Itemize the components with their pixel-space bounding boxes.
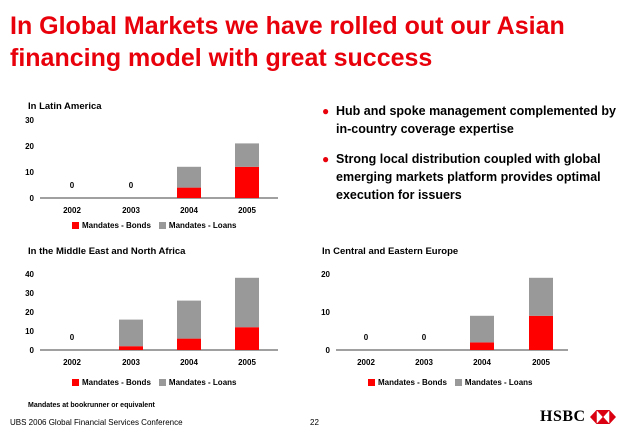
bar-loans: [119, 319, 143, 347]
bullet-text: Hub and spoke management complemented by…: [336, 104, 616, 136]
y-tick-label: 10: [25, 168, 34, 177]
y-tick-label: 20: [25, 142, 34, 151]
x-tick-label: 2003: [122, 358, 140, 367]
bar-bonds: [119, 346, 143, 350]
legend-label-loans: Mandates - Loans: [464, 378, 533, 387]
y-tick-label: 0: [326, 346, 331, 355]
y-tick-label: 0: [30, 194, 35, 203]
chart-title-latin-america: In Latin America: [28, 101, 102, 112]
data-label: 0: [129, 181, 134, 190]
x-tick-label: 2002: [357, 358, 375, 367]
x-tick-label: 2005: [238, 206, 256, 215]
x-tick-label: 2002: [63, 206, 81, 215]
bonds-swatch: [368, 379, 375, 386]
chart-title-cee: In Central and Eastern Europe: [322, 246, 459, 257]
x-tick-label: 2004: [180, 358, 198, 367]
bullet-item: ● Strong local distribution coupled with…: [322, 150, 622, 204]
logo-wordmark: HSBC: [540, 408, 586, 425]
legend-label-loans: Mandates - Loans: [168, 378, 237, 387]
bar-bonds: [235, 327, 259, 350]
bar-loans: [235, 277, 259, 328]
bar-bonds: [529, 315, 553, 350]
bar-loans: [235, 143, 259, 167]
y-tick-label: 10: [25, 327, 34, 336]
y-tick-label: 30: [25, 116, 34, 125]
hexagon-logo-icon: [589, 410, 616, 424]
data-label: 0: [422, 333, 427, 342]
x-tick-label: 2004: [473, 358, 491, 367]
y-tick-label: 30: [25, 289, 34, 298]
y-tick-label: 20: [321, 270, 330, 279]
data-label: 0: [70, 333, 75, 342]
slide-title: In Global Markets we have rolled out our…: [10, 12, 565, 72]
data-label: 0: [70, 181, 75, 190]
bar-loans: [470, 315, 494, 343]
legend-label-bonds: Mandates - Bonds: [82, 378, 151, 387]
bar-loans: [177, 300, 201, 339]
legend-label-bonds: Mandates - Bonds: [378, 378, 447, 387]
bonds-swatch: [72, 379, 79, 386]
loans-swatch: [158, 222, 166, 229]
x-tick-label: 2005: [532, 358, 550, 367]
legend-item-bonds: Mandates - Bonds: [72, 378, 151, 387]
x-tick-label: 2003: [122, 206, 140, 215]
legend-item-bonds: Mandates - Bonds: [72, 221, 151, 230]
y-tick-label: 10: [321, 308, 330, 317]
legend-item-bonds: Mandates - Bonds: [368, 378, 447, 387]
x-tick-label: 2004: [180, 206, 198, 215]
bullet-dot-icon: ●: [322, 104, 330, 118]
bar-loans: [529, 277, 553, 316]
y-tick-label: 0: [30, 346, 35, 355]
bonds-swatch: [72, 222, 79, 229]
bullet-text: Strong local distribution coupled with g…: [336, 152, 601, 202]
chart-title-mena: In the Middle East and North Africa: [28, 246, 186, 257]
x-tick-label: 2005: [238, 358, 256, 367]
page-number: 22: [310, 418, 319, 427]
bar-bonds: [235, 166, 259, 198]
bullet-dot-icon: ●: [322, 152, 330, 166]
bullet-item: ● Hub and spoke management complemented …: [322, 102, 622, 138]
y-tick-label: 40: [25, 270, 34, 279]
footer-text: UBS 2006 Global Financial Services Confe…: [10, 418, 183, 427]
data-label: 0: [364, 333, 369, 342]
bullet-list: ● Hub and spoke management complemented …: [322, 102, 622, 216]
legend-label-bonds: Mandates - Bonds: [82, 221, 151, 230]
legend-mena: Mandates - Bonds Mandates - Loans: [72, 378, 236, 387]
legend-label-loans: Mandates - Loans: [168, 221, 237, 230]
hsbc-logo: HSBC: [540, 408, 616, 426]
loans-swatch: [158, 379, 166, 386]
legend-latin-america: Mandates - Bonds Mandates - Loans: [72, 221, 236, 230]
y-tick-label: 20: [25, 308, 34, 317]
legend-item-loans: Mandates - Loans: [158, 221, 237, 230]
legend-cee: Mandates - Bonds Mandates - Loans: [368, 378, 532, 387]
legend-item-loans: Mandates - Loans: [158, 378, 237, 387]
x-tick-label: 2003: [415, 358, 433, 367]
bar-loans: [177, 166, 201, 188]
bar-bonds: [177, 187, 201, 198]
bar-bonds: [470, 342, 494, 350]
footnote: Mandates at bookrunner or equivalent: [28, 402, 155, 409]
legend-item-loans: Mandates - Loans: [454, 378, 533, 387]
x-tick-label: 2002: [63, 358, 81, 367]
loans-swatch: [454, 379, 462, 386]
bar-bonds: [177, 338, 201, 350]
